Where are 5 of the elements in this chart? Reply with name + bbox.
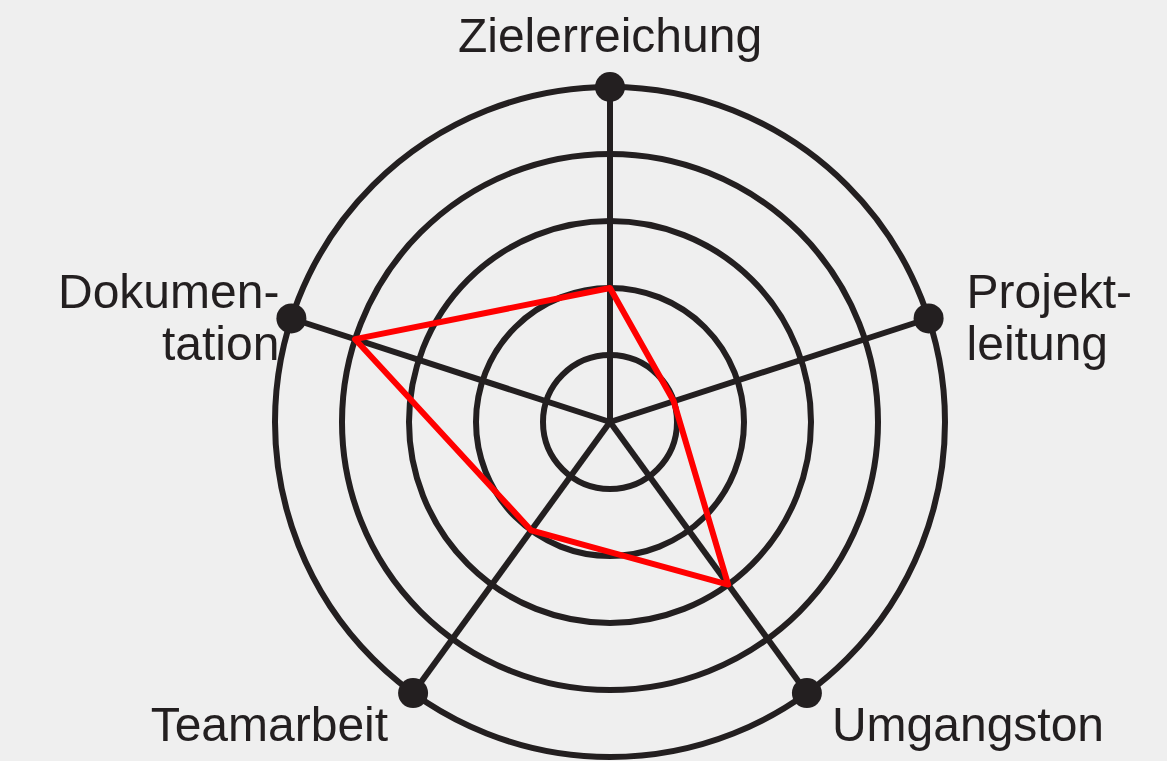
- spoke-label: Dokumen- tation: [57, 265, 280, 371]
- spoke-label: Projekt- leitung: [966, 265, 1132, 371]
- spoke-label: Teamarbeit: [150, 698, 389, 752]
- spoke-label: Zielerreichung: [457, 9, 763, 62]
- spoke-label: Umgangston: [831, 698, 1105, 752]
